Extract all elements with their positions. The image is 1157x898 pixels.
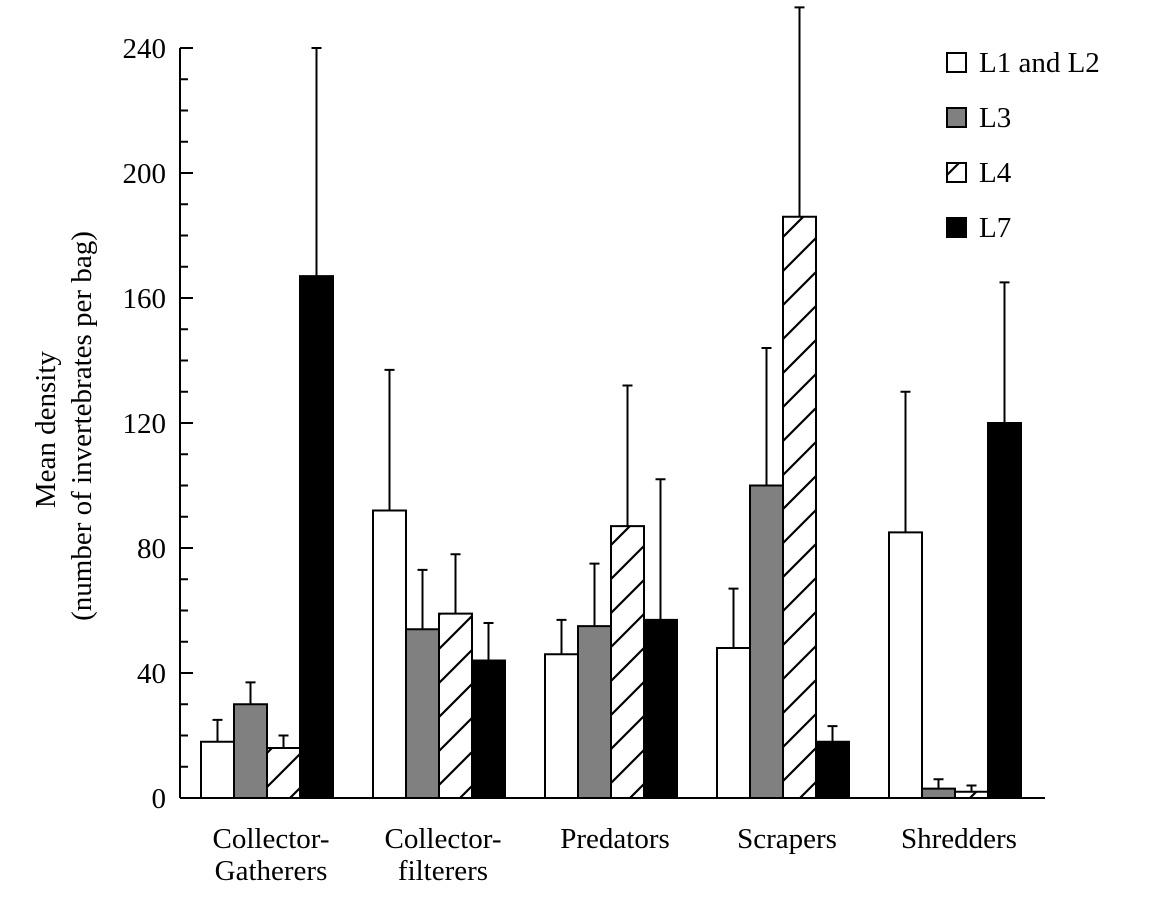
y-tick-label: 240 (123, 33, 167, 65)
y-tick-label: 120 (123, 408, 167, 440)
bar-l7-0 (299, 275, 334, 799)
bar-l4-0 (266, 747, 301, 799)
category-label-line: filterers (398, 855, 488, 887)
y-tick-label: 0 (152, 783, 167, 815)
bar-l1-and-l2-0 (200, 740, 235, 799)
category-label-line: Predators (560, 823, 670, 855)
bar-l3-2 (577, 625, 612, 799)
legend-swatch-l1-and-l2 (946, 52, 967, 73)
y-axis-title-line-2: (number of invertebrates per bag) (66, 231, 98, 621)
bar-l4-3 (782, 215, 817, 799)
bar-l7-2 (643, 618, 678, 799)
legend-label: L7 (979, 212, 1011, 244)
y-axis: 0 40 80 120 160 200 240 (123, 33, 193, 815)
bar-l7-4 (987, 422, 1022, 799)
legend-label: L4 (979, 157, 1012, 189)
y-tick-label: 80 (137, 533, 166, 565)
category-label-line: Shredders (901, 823, 1017, 855)
legend-swatch-l4 (946, 162, 967, 183)
y-tick-label: 160 (123, 283, 167, 315)
legend-label: L3 (979, 102, 1011, 134)
y-axis-title: Mean density (number of invertebrates pe… (30, 231, 98, 621)
category-label: Shredders (901, 823, 1017, 855)
bar-l4-1 (438, 612, 473, 799)
bar-l1-and-l2-3 (716, 647, 751, 799)
bar-l3-0 (233, 703, 268, 799)
bar-l4-4 (954, 790, 989, 799)
legend-swatch-l7 (946, 217, 967, 238)
category-label-line: Gatherers (215, 855, 328, 887)
legend-swatch-l3 (946, 107, 967, 128)
category-labels: Collector-GatherersCollector-filterersPr… (213, 823, 1017, 887)
bar-l1-and-l2-1 (372, 509, 407, 799)
bar-l3-1 (405, 628, 440, 799)
error-bars (212, 6, 1010, 792)
legend: L1 and L2 L3 L4 L7 (946, 47, 1100, 244)
category-label-line: Collector- (213, 823, 330, 855)
category-label: Predators (560, 823, 670, 855)
bar-l3-4 (921, 787, 956, 799)
category-label-line: Scrapers (737, 823, 837, 855)
y-tick-label: 40 (137, 658, 166, 690)
category-label: Collector-filterers (385, 823, 502, 887)
bar-l3-3 (749, 484, 784, 799)
y-axis-title-line-1: Mean density (30, 351, 62, 509)
bar-l4-2 (610, 525, 645, 799)
bar-l7-1 (471, 659, 506, 799)
bar-l7-3 (815, 740, 850, 799)
legend-label: L1 and L2 (979, 47, 1100, 79)
category-label-line: Collector- (385, 823, 502, 855)
bar-l1-and-l2-4 (888, 531, 923, 799)
y-tick-label: 200 (123, 158, 167, 190)
category-label: Scrapers (737, 823, 837, 855)
bars (200, 215, 1022, 799)
bar-l1-and-l2-2 (544, 653, 579, 799)
category-label: Collector-Gatherers (213, 823, 330, 887)
